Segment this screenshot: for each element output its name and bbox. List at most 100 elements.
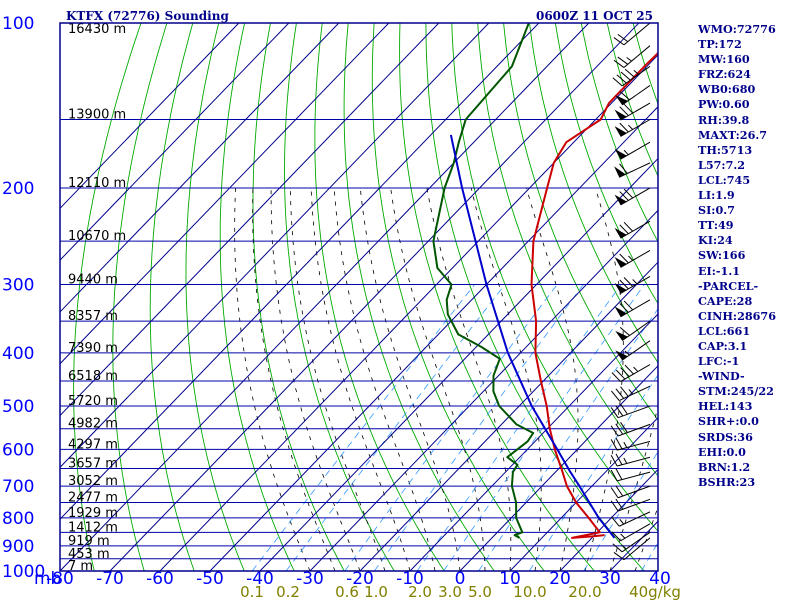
mixing-ratio-tick-label: 1.0 xyxy=(364,583,388,600)
temperature-tick-label: -60 xyxy=(146,569,174,589)
station-title: KTFX (72776) Sounding xyxy=(66,9,229,23)
index-entry: EI:-1.1 xyxy=(698,263,740,278)
pressure-tick-label: 100 xyxy=(2,14,34,34)
height-label: 919 m xyxy=(68,534,110,549)
isotherm-line xyxy=(359,261,658,571)
wind-barb xyxy=(614,299,651,318)
wind-barb xyxy=(612,65,651,87)
temperature-tick-label: 20 xyxy=(549,569,571,589)
mixing-ratio-tick-label: 20.0 xyxy=(568,583,601,600)
index-entry: RH:39.8 xyxy=(698,112,750,127)
isotherm-line xyxy=(259,157,658,571)
index-entry: L57:7.2 xyxy=(698,157,746,172)
wind-barb xyxy=(614,119,651,137)
wind-barb xyxy=(614,102,651,121)
index-entry: LI:1.9 xyxy=(698,188,735,203)
wind-barb xyxy=(614,162,651,178)
pressure-tick-label: 600 xyxy=(2,440,34,460)
mixing-ratio-tick-label: 0.1 xyxy=(240,583,264,600)
isotherm-line xyxy=(159,54,658,571)
wind-barb xyxy=(611,385,651,402)
wind-barb xyxy=(610,453,651,467)
pressure-tick-label: 800 xyxy=(2,509,34,529)
isotherm-line xyxy=(60,23,590,571)
isotherm-line xyxy=(109,23,640,571)
height-label: 5720 m xyxy=(68,394,118,409)
index-entry: LFC:-1 xyxy=(698,354,740,369)
temperature-tick-label: -80 xyxy=(46,569,74,589)
index-entry: TH:5713 xyxy=(698,142,753,157)
temperature-tick-label: 10 xyxy=(499,569,521,589)
index-entry: SI:0.7 xyxy=(698,203,735,218)
index-entry: MW:160 xyxy=(698,52,750,67)
pressure-tick-label: 500 xyxy=(2,397,34,417)
wind-barb xyxy=(612,531,651,553)
wind-barb xyxy=(615,340,651,361)
time-title: 0600Z 11 OCT 25 xyxy=(536,9,653,23)
index-entry: STM:245/22 xyxy=(698,384,774,399)
pressure-tick-label: 700 xyxy=(2,477,34,497)
mixing-ratio-tick-label: 3.0 xyxy=(438,583,462,600)
mixing-ratio-tick-label: 5.0 xyxy=(468,583,492,600)
isotherm-line xyxy=(60,23,340,313)
wind-barb xyxy=(610,498,651,512)
mixing-ratio-tick-label: 0.2 xyxy=(276,583,300,600)
index-entry: TT:49 xyxy=(698,218,734,233)
index-entry: SW:166 xyxy=(698,248,746,263)
mixing-ratio-line xyxy=(251,284,475,571)
mixing-ratio-tick-label: 0.6 xyxy=(335,583,359,600)
height-label: 10670 m xyxy=(68,229,126,244)
height-label: 8357 m xyxy=(68,309,118,324)
wind-barb xyxy=(610,403,651,419)
index-entry: EHI:0.0 xyxy=(698,444,746,459)
isotherm-line xyxy=(209,106,658,571)
isotherm-line xyxy=(409,313,658,571)
isotherm-line xyxy=(60,23,290,261)
pressure-tick-label: 900 xyxy=(2,537,34,557)
pressure-tick-label: 1000 xyxy=(2,562,45,582)
isotherm-line xyxy=(459,365,658,571)
height-label: 13900 m xyxy=(68,107,126,122)
index-entry: -PARCEL- xyxy=(698,278,759,293)
wind-barb xyxy=(611,523,651,542)
isotherm-line xyxy=(559,468,658,571)
pressure-tick-label: 300 xyxy=(2,275,34,295)
index-entry: HEL:143 xyxy=(698,399,753,414)
height-label: 7390 m xyxy=(68,341,118,356)
height-label: 9440 m xyxy=(68,272,118,287)
wind-barb xyxy=(611,364,651,382)
index-entry: SRDS:36 xyxy=(698,429,753,444)
isotherm-line xyxy=(60,23,490,469)
mixing-ratio-tick-label: 10.0 xyxy=(513,583,546,600)
wind-barb xyxy=(614,187,651,206)
wind-barb xyxy=(610,468,651,482)
isotherm-line xyxy=(509,416,658,571)
temperature-tick-label: 40 xyxy=(649,569,671,589)
isotherm-line xyxy=(60,23,440,417)
pressure-tick-label: 400 xyxy=(2,344,34,364)
mixing-ratio-line xyxy=(285,284,506,571)
height-label: 453 m xyxy=(68,547,110,562)
wind-barb xyxy=(610,485,651,499)
wind-barb xyxy=(611,511,651,527)
temperature-tick-label: -40 xyxy=(246,569,274,589)
pressure-tick-label: 200 xyxy=(2,179,34,199)
index-entry: CINH:28676 xyxy=(698,308,776,323)
index-entry: BSHR:23 xyxy=(698,474,756,489)
isotherm-line xyxy=(60,23,390,365)
index-entry: CAPE:28 xyxy=(698,293,753,308)
mixing-ratio-tick-label: 40g/kg xyxy=(629,583,681,600)
wind-barb xyxy=(610,437,651,451)
height-label: 12110 m xyxy=(68,176,126,191)
wind-barb xyxy=(613,45,651,68)
wind-barb xyxy=(615,85,651,106)
height-label: 4297 m xyxy=(68,437,118,452)
dewpoint-trace xyxy=(432,23,535,539)
index-entry: CAP:3.1 xyxy=(698,338,748,353)
index-entry: WB0:680 xyxy=(698,82,756,97)
parcel-trace xyxy=(449,134,616,539)
temperature-tick-label: -30 xyxy=(296,569,324,589)
chart-series xyxy=(432,23,658,539)
